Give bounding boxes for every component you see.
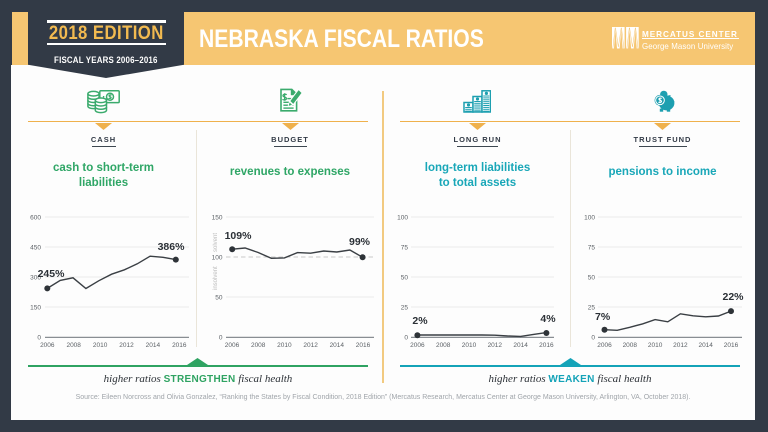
svg-text:600: 600	[30, 215, 41, 222]
svg-text:2016: 2016	[172, 342, 187, 349]
svg-text:2012: 2012	[673, 342, 688, 349]
svg-text:2006: 2006	[410, 342, 425, 349]
svg-text:100: 100	[212, 255, 223, 262]
svg-text:2014: 2014	[513, 342, 528, 349]
svg-text:0: 0	[37, 335, 41, 342]
svg-text:0: 0	[591, 335, 595, 342]
svg-text:50: 50	[401, 275, 409, 282]
svg-text:75: 75	[401, 245, 409, 252]
svg-text:25: 25	[588, 305, 596, 312]
svg-text:2014: 2014	[698, 342, 713, 349]
svg-text:150: 150	[212, 215, 223, 222]
svg-text:300: 300	[30, 275, 41, 282]
svg-text:2010: 2010	[462, 342, 477, 349]
svg-text:100: 100	[584, 215, 595, 222]
svg-text:solvent: solvent	[213, 233, 219, 252]
svg-text:2016: 2016	[724, 342, 739, 349]
svg-text:25: 25	[401, 305, 409, 312]
svg-text:2008: 2008	[66, 342, 81, 349]
svg-text:2012: 2012	[303, 342, 318, 349]
svg-text:450: 450	[30, 245, 41, 252]
svg-text:50: 50	[588, 275, 596, 282]
svg-text:2006: 2006	[225, 342, 240, 349]
svg-text:2016: 2016	[356, 342, 371, 349]
svg-text:150: 150	[30, 305, 41, 312]
svg-text:2010: 2010	[277, 342, 292, 349]
svg-text:2006: 2006	[40, 342, 55, 349]
svg-text:2012: 2012	[488, 342, 503, 349]
svg-text:0: 0	[404, 335, 408, 342]
svg-text:2008: 2008	[623, 342, 638, 349]
svg-text:2010: 2010	[93, 342, 108, 349]
svg-text:2016: 2016	[539, 342, 554, 349]
svg-text:0: 0	[219, 335, 223, 342]
svg-text:2008: 2008	[436, 342, 451, 349]
svg-text:75: 75	[588, 245, 596, 252]
svg-text:2006: 2006	[597, 342, 612, 349]
svg-text:insolvent: insolvent	[213, 266, 219, 290]
svg-text:2014: 2014	[330, 342, 345, 349]
svg-text:100: 100	[397, 215, 408, 222]
svg-text:2008: 2008	[251, 342, 266, 349]
svg-text:2014: 2014	[146, 342, 161, 349]
svg-text:2010: 2010	[648, 342, 663, 349]
svg-text:50: 50	[215, 295, 223, 302]
svg-text:2012: 2012	[119, 342, 134, 349]
